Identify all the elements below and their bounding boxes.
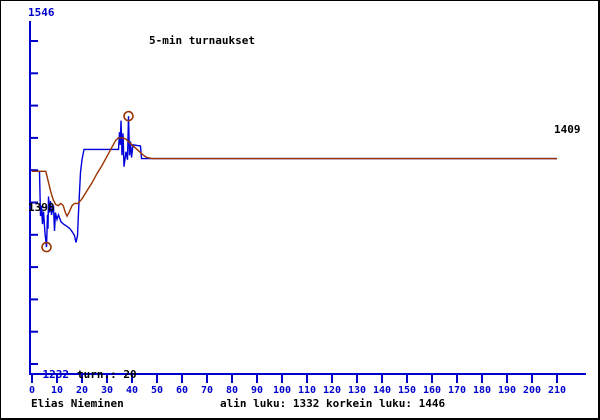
x-tick-label: 50 (151, 385, 163, 396)
axis-bottom-row: 1232 turn.: 20 (16, 358, 137, 391)
game-rating-line (32, 116, 557, 248)
x-tick-label: 70 (201, 385, 213, 396)
chart-title: 5-min turnaukset (149, 34, 255, 47)
x-tick-label: 20 (76, 385, 88, 396)
x-tick-label: 80 (226, 385, 238, 396)
x-tick-label: 200 (523, 385, 541, 396)
x-tick-label: 10 (51, 385, 63, 396)
max-rating-marker (123, 110, 134, 122)
x-tick-label: 60 (176, 385, 188, 396)
x-tick-label: 150 (398, 385, 416, 396)
x-tick-label: 130 (348, 385, 366, 396)
x-tick-label: 160 (423, 385, 441, 396)
x-tick-label: 140 (373, 385, 391, 396)
x-tick-label: 30 (101, 385, 113, 396)
x-tick-label: 110 (298, 385, 316, 396)
x-tick-label: 120 (323, 385, 341, 396)
x-tick-label: 0 (29, 385, 35, 396)
min-rating-marker (41, 241, 52, 253)
x-tick-label: 100 (273, 385, 291, 396)
min-max-stats: alin luku: 1332 korkein luku: 1446 (220, 397, 446, 410)
final-rating-label: 1409 (554, 123, 581, 136)
x-tick-label: 190 (498, 385, 516, 396)
x-tick-label: 170 (448, 385, 466, 396)
start-rating-label: 1398 (28, 201, 55, 214)
y-axis-min-label: 1232 (42, 368, 70, 381)
y-axis-max-label: 1546 (28, 6, 55, 19)
tournament-count-label: turn.: 20 (77, 368, 137, 381)
x-tick-label: 90 (251, 385, 263, 396)
x-tick-label: 40 (126, 385, 138, 396)
trend-rating-line (32, 137, 557, 218)
x-tick-label: 210 (548, 385, 566, 396)
player-name: Elias Nieminen (31, 397, 124, 410)
x-tick-label: 180 (473, 385, 491, 396)
